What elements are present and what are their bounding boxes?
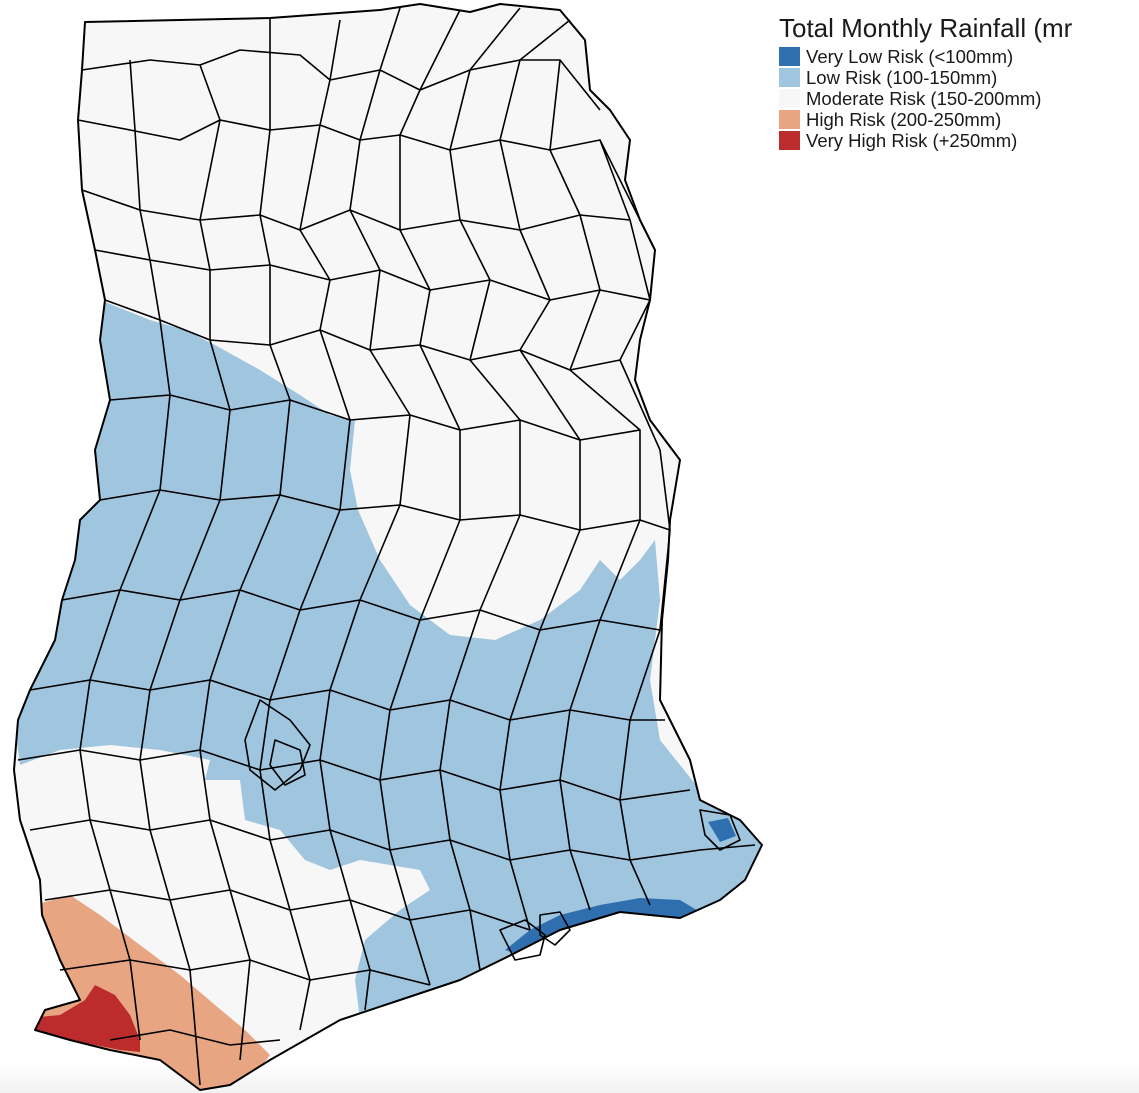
very-low-risk-zone [505, 898, 700, 955]
legend-label-moderate: Moderate Risk (150-200mm) [806, 88, 1042, 109]
legend-swatch-high [779, 110, 800, 129]
legend-label-high: High Risk (200-250mm) [806, 109, 1002, 130]
country-outline [13, 3, 763, 1091]
legend-label-very-low: Very Low Risk (<100mm) [806, 46, 1014, 67]
legend-label-low: Low Risk (100-150mm) [806, 67, 998, 88]
legend-label-very-high: Very High Risk (+250mm) [806, 130, 1018, 151]
very-low-risk-patch-east [708, 818, 736, 842]
legend-title: Total Monthly Rainfall (mr [779, 13, 1073, 43]
legend: Total Monthly Rainfall (mr Very Low Risk… [779, 12, 1139, 162]
legend-item-very-low: Very Low Risk (<100mm) [779, 46, 1139, 67]
legend-item-high: High Risk (200-250mm) [779, 109, 1139, 130]
legend-swatch-moderate [779, 89, 800, 108]
legend-item-low: Low Risk (100-150mm) [779, 67, 1139, 88]
legend-swatch-low [779, 68, 800, 87]
legend-swatch-very-low [779, 47, 800, 66]
legend-swatch-very-high [779, 131, 800, 150]
legend-item-moderate: Moderate Risk (150-200mm) [779, 88, 1139, 109]
district-boundaries [17, 7, 756, 1086]
low-risk-zone [14, 300, 762, 1020]
legend-item-very-high: Very High Risk (+250mm) [779, 130, 1139, 151]
